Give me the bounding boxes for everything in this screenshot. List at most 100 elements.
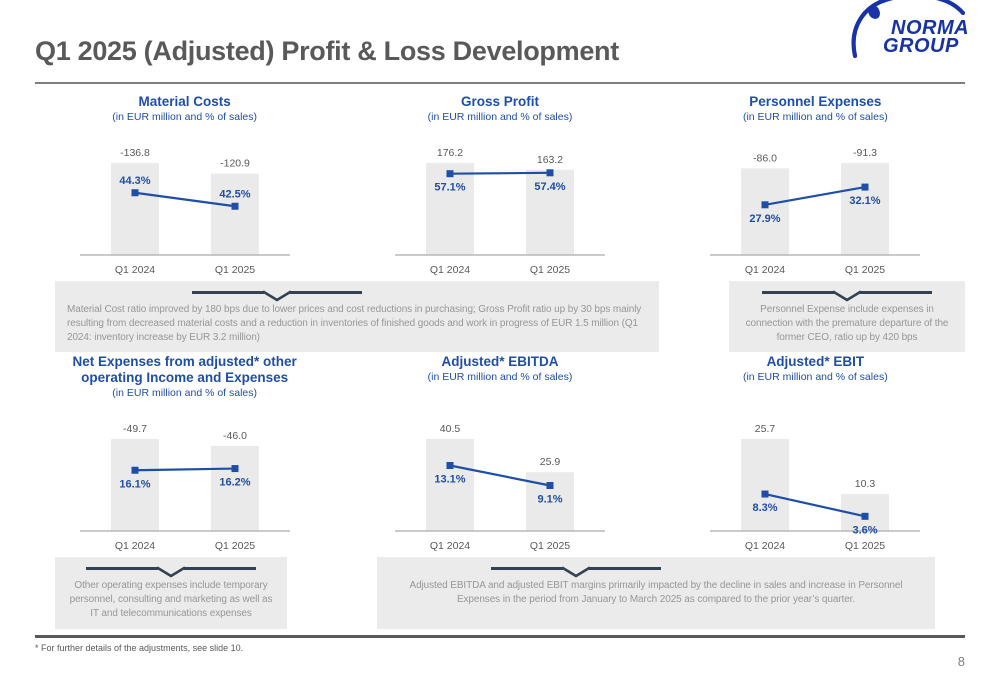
chart-adjusted-ebitda: Adjusted* EBITDA (in EUR million and % o… bbox=[350, 354, 649, 553]
pct-label: 57.1% bbox=[434, 182, 465, 194]
page-number: 8 bbox=[957, 654, 965, 669]
slide-header: Q1 2025 (Adjusted) Profit & Loss Develop… bbox=[35, 0, 969, 84]
chart-adjusted-ebit: Adjusted* EBIT (in EUR million and % of … bbox=[666, 354, 965, 553]
chart-gross-profit: Gross Profit (in EUR million and % of sa… bbox=[350, 94, 649, 277]
chart-plot: -49.7 -46.0 16.1% 16.2% Q1 2024 Q1 2025 bbox=[35, 401, 334, 553]
line-marker bbox=[446, 462, 454, 470]
callout-material-gross: Material Cost ratio improved by 180 bps … bbox=[55, 281, 659, 353]
category-label: Q1 2024 bbox=[115, 264, 155, 276]
callout-text: Material Cost ratio improved by 180 bps … bbox=[67, 304, 642, 343]
pct-label: 9.1% bbox=[537, 494, 562, 506]
chevron-down-icon bbox=[262, 290, 292, 302]
callout-text: Personnel Expense include expenses in co… bbox=[745, 304, 949, 343]
line-marker bbox=[446, 170, 454, 178]
chart-title: Material Costs bbox=[138, 94, 231, 109]
bar-value-label: 176.2 bbox=[437, 147, 463, 159]
page-title: Q1 2025 (Adjusted) Profit & Loss Develop… bbox=[35, 36, 619, 66]
brace-line bbox=[192, 291, 264, 294]
chart-title: Adjusted* EBITDA bbox=[441, 354, 559, 370]
pct-label: 3.6% bbox=[853, 525, 878, 537]
chart-subtitle: (in EUR million and % of sales) bbox=[742, 110, 888, 123]
bar bbox=[425, 439, 474, 532]
line-marker bbox=[131, 467, 139, 475]
chart-title: Gross Profit bbox=[460, 94, 539, 109]
brace-line bbox=[290, 291, 362, 294]
pct-label: 44.3% bbox=[119, 175, 150, 187]
brace-line bbox=[184, 567, 256, 570]
brace-line bbox=[762, 291, 834, 294]
charts-row-bottom: Net Expenses from adjusted* other operat… bbox=[35, 354, 965, 553]
pct-line bbox=[765, 493, 866, 518]
pct-label: 32.1% bbox=[850, 195, 881, 207]
charts-row-top: Material Costs (in EUR million and % of … bbox=[35, 94, 965, 277]
bar bbox=[210, 446, 259, 532]
chart-title: Net Expenses from adjusted* other operat… bbox=[72, 354, 297, 386]
chart-net-expenses: Net Expenses from adjusted* other operat… bbox=[35, 354, 334, 553]
chevron-down-icon bbox=[561, 566, 591, 578]
pct-label: 13.1% bbox=[434, 474, 465, 486]
chart-canvas: 40.5 25.9 13.1% 9.1% Q1 2024 Q1 2025 bbox=[394, 423, 605, 552]
line-marker bbox=[546, 169, 554, 177]
bar bbox=[210, 173, 259, 255]
category-label: Q1 2025 bbox=[215, 540, 255, 552]
chart-title: Adjusted* EBIT bbox=[766, 354, 865, 370]
callout-ebitda-ebit: Adjusted EBITDA and adjusted EBIT margin… bbox=[377, 557, 935, 629]
callout-row-bottom: Other operating expenses include tempora… bbox=[35, 557, 965, 629]
bar-value-label: -86.0 bbox=[753, 152, 777, 164]
line-marker bbox=[231, 202, 239, 210]
category-label: Q1 2024 bbox=[430, 264, 470, 276]
line-marker bbox=[761, 490, 769, 498]
brace-line bbox=[86, 567, 158, 570]
chart-title: Personnel Expenses bbox=[749, 94, 882, 109]
chevron-pointer bbox=[0, 287, 567, 302]
category-label: Q1 2025 bbox=[215, 264, 255, 276]
logo-swoosh-icon bbox=[851, 0, 966, 59]
bar-value-label: 163.2 bbox=[537, 154, 563, 166]
bar bbox=[841, 163, 890, 255]
callout-other-opex: Other operating expenses include tempora… bbox=[55, 557, 287, 629]
line-marker bbox=[861, 513, 869, 521]
logo-text-group: GROUP bbox=[883, 35, 959, 57]
category-label: Q1 2025 bbox=[530, 264, 570, 276]
pct-label: 8.3% bbox=[753, 502, 778, 514]
chart-header: Personnel Expenses (in EUR million and %… bbox=[666, 94, 965, 125]
callout-text: Adjusted EBITDA and adjusted EBIT margin… bbox=[409, 580, 903, 606]
chevron-pointer bbox=[741, 287, 953, 302]
chart-subtitle: (in EUR million and % of sales) bbox=[112, 110, 258, 123]
logo-text-norma: NORMA bbox=[891, 17, 969, 39]
chart-material-costs: Material Costs (in EUR million and % of … bbox=[35, 94, 334, 277]
pct-line bbox=[134, 467, 235, 472]
bar bbox=[741, 168, 790, 255]
chevron-pointer bbox=[309, 563, 843, 578]
line-marker bbox=[131, 189, 139, 197]
chart-subtitle: (in EUR million and % of sales) bbox=[112, 387, 258, 400]
chart-subtitle: (in EUR million and % of sales) bbox=[427, 110, 573, 123]
slide-footer: * For further details of the adjustments… bbox=[35, 635, 965, 671]
chart-canvas: -136.8 -120.9 44.3% 42.5% Q1 2024 Q1 2025 bbox=[79, 147, 290, 276]
bar-value-label: 40.5 bbox=[440, 423, 461, 435]
bar bbox=[110, 439, 159, 532]
chevron-down-icon bbox=[156, 566, 186, 578]
category-label: Q1 2025 bbox=[845, 540, 885, 552]
chart-subtitle: (in EUR million and % of sales) bbox=[742, 371, 888, 384]
chart-subtitle: (in EUR million and % of sales) bbox=[427, 371, 573, 384]
bar-value-label: -120.9 bbox=[220, 158, 250, 170]
chart-plot: -136.8 -120.9 44.3% 42.5% Q1 2024 Q1 2025 bbox=[35, 125, 334, 277]
bar bbox=[110, 163, 159, 255]
bar-value-label: -136.8 bbox=[120, 147, 150, 159]
chevron-down-icon bbox=[832, 290, 862, 302]
bar-value-label: -46.0 bbox=[223, 430, 247, 442]
callout-row-top: Material Cost ratio improved by 180 bps … bbox=[35, 281, 965, 353]
pct-label: 57.4% bbox=[534, 181, 565, 193]
category-label: Q1 2024 bbox=[745, 264, 785, 276]
pct-label: 16.2% bbox=[219, 477, 250, 489]
chart-header: Adjusted* EBITDA (in EUR million and % o… bbox=[350, 354, 649, 401]
category-label: Q1 2025 bbox=[845, 264, 885, 276]
chart-canvas: 25.7 10.3 8.3% 3.6% Q1 2024 Q1 2025 bbox=[710, 423, 921, 552]
bar bbox=[525, 169, 574, 255]
brace-line bbox=[589, 567, 661, 570]
footnote: * For further details of the adjustments… bbox=[35, 643, 244, 653]
line-marker bbox=[761, 201, 769, 209]
bar-value-label: 25.7 bbox=[755, 423, 776, 435]
